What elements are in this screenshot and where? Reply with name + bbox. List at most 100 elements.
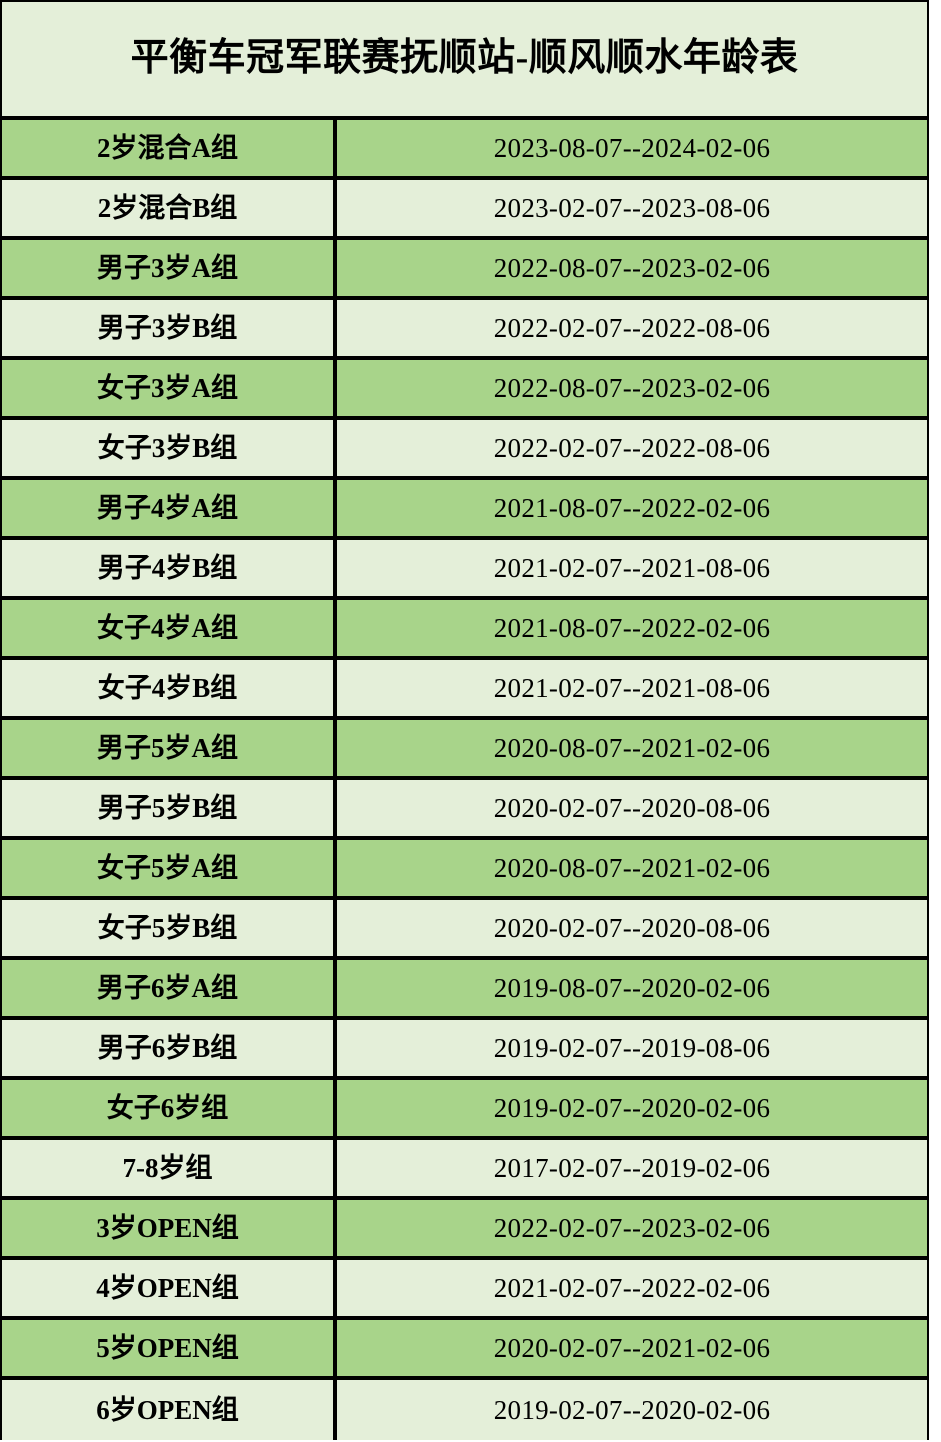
cell-birth-range: 2020-08-07--2021-02-06 <box>337 840 927 896</box>
group-label: 2岁混合A组 <box>97 132 238 163</box>
group-label: 男子4岁B组 <box>97 552 238 583</box>
cell-group: 女子5岁A组 <box>2 840 337 896</box>
cell-group: 5岁OPEN组 <box>2 1320 337 1376</box>
birth-range-value: 2021-02-07--2022-02-06 <box>493 1272 771 1303</box>
cell-group: 2岁混合B组 <box>2 180 337 236</box>
cell-group: 6岁OPEN组 <box>2 1380 337 1440</box>
group-label: 2岁混合B组 <box>97 192 238 223</box>
cell-birth-range: 2019-02-07--2019-08-06 <box>337 1020 927 1076</box>
cell-group: 男子5岁B组 <box>2 780 337 836</box>
cell-group: 女子5岁B组 <box>2 900 337 956</box>
birth-range-value: 2023-08-07--2024-02-06 <box>493 132 771 163</box>
birth-range-value: 2020-02-07--2020-08-06 <box>493 792 771 823</box>
cell-group: 男子4岁A组 <box>2 480 337 536</box>
birth-range-value: 2021-02-07--2021-08-06 <box>493 672 771 703</box>
group-label: 女子5岁A组 <box>97 852 238 883</box>
table-row: 男子5岁B组 2020-02-07--2020-08-06 <box>2 780 927 840</box>
birth-range-value: 2023-02-07--2023-08-06 <box>493 192 771 223</box>
cell-group: 女子3岁A组 <box>2 360 337 416</box>
group-label: 6岁OPEN组 <box>96 1394 239 1425</box>
group-label: 男子4岁A组 <box>97 492 238 523</box>
cell-group: 女子4岁A组 <box>2 600 337 656</box>
cell-birth-range: 2022-02-07--2022-08-06 <box>337 420 927 476</box>
cell-birth-range: 2019-02-07--2020-02-06 <box>337 1080 927 1136</box>
table-row: 女子5岁B组 2020-02-07--2020-08-06 <box>2 900 927 960</box>
cell-birth-range: 2020-02-07--2020-08-06 <box>337 780 927 836</box>
cell-birth-range: 2021-02-07--2021-08-06 <box>337 540 927 596</box>
table-row: 6岁OPEN组 2019-02-07--2020-02-06 <box>2 1380 927 1440</box>
birth-range-value: 2020-08-07--2021-02-06 <box>493 852 771 883</box>
cell-birth-range: 2022-08-07--2023-02-06 <box>337 360 927 416</box>
birth-range-value: 2021-08-07--2022-02-06 <box>493 612 771 643</box>
birth-range-value: 2022-02-07--2023-02-06 <box>493 1212 771 1243</box>
group-label: 男子5岁B组 <box>97 792 238 823</box>
table-row: 女子3岁B组 2022-02-07--2022-08-06 <box>2 420 927 480</box>
cell-group: 4岁OPEN组 <box>2 1260 337 1316</box>
birth-range-value: 2019-02-07--2019-08-06 <box>493 1032 771 1063</box>
table-row: 男子4岁B组 2021-02-07--2021-08-06 <box>2 540 927 600</box>
group-label: 3岁OPEN组 <box>96 1212 239 1243</box>
cell-birth-range: 2020-02-07--2021-02-06 <box>337 1320 927 1376</box>
table-row: 女子6岁组 2019-02-07--2020-02-06 <box>2 1080 927 1140</box>
group-label: 女子4岁A组 <box>97 612 238 643</box>
group-label: 5岁OPEN组 <box>96 1332 239 1363</box>
birth-range-value: 2021-08-07--2022-02-06 <box>493 492 771 523</box>
cell-group: 男子3岁A组 <box>2 240 337 296</box>
birth-range-value: 2020-02-07--2021-02-06 <box>493 1332 771 1363</box>
table-row: 男子6岁B组 2019-02-07--2019-08-06 <box>2 1020 927 1080</box>
cell-group: 3岁OPEN组 <box>2 1200 337 1256</box>
group-label: 女子3岁A组 <box>97 372 238 403</box>
cell-group: 女子4岁B组 <box>2 660 337 716</box>
group-label: 男子5岁A组 <box>97 732 238 763</box>
table-row: 女子5岁A组 2020-08-07--2021-02-06 <box>2 840 927 900</box>
table-row: 3岁OPEN组 2022-02-07--2023-02-06 <box>2 1200 927 1260</box>
birth-range-value: 2022-02-07--2022-08-06 <box>493 432 771 463</box>
cell-birth-range: 2019-08-07--2020-02-06 <box>337 960 927 1016</box>
group-label: 男子3岁A组 <box>97 252 238 283</box>
group-label: 4岁OPEN组 <box>96 1272 239 1303</box>
cell-birth-range: 2023-02-07--2023-08-06 <box>337 180 927 236</box>
group-label: 男子6岁B组 <box>97 1032 238 1063</box>
table-row: 男子6岁A组 2019-08-07--2020-02-06 <box>2 960 927 1020</box>
table-row: 2岁混合B组 2023-02-07--2023-08-06 <box>2 180 927 240</box>
table-row: 女子4岁A组 2021-08-07--2022-02-06 <box>2 600 927 660</box>
cell-birth-range: 2020-08-07--2021-02-06 <box>337 720 927 776</box>
cell-birth-range: 2022-02-07--2022-08-06 <box>337 300 927 356</box>
birth-range-value: 2021-02-07--2021-08-06 <box>493 552 771 583</box>
cell-birth-range: 2021-08-07--2022-02-06 <box>337 600 927 656</box>
birth-range-value: 2019-02-07--2020-02-06 <box>493 1394 771 1425</box>
table-row: 男子5岁A组 2020-08-07--2021-02-06 <box>2 720 927 780</box>
cell-birth-range: 2023-08-07--2024-02-06 <box>337 120 927 176</box>
group-label: 女子6岁组 <box>106 1092 229 1123</box>
page-title: 平衡车冠军联赛抚顺站-顺风顺水年龄表 <box>130 37 799 80</box>
table-row: 5岁OPEN组 2020-02-07--2021-02-06 <box>2 1320 927 1380</box>
cell-group: 男子6岁B组 <box>2 1020 337 1076</box>
cell-group: 女子6岁组 <box>2 1080 337 1136</box>
birth-range-value: 2017-02-07--2019-02-06 <box>493 1152 771 1183</box>
birth-range-value: 2019-08-07--2020-02-06 <box>493 972 771 1003</box>
cell-group: 男子5岁A组 <box>2 720 337 776</box>
table-row: 女子3岁A组 2022-08-07--2023-02-06 <box>2 360 927 420</box>
cell-group: 7-8岁组 <box>2 1140 337 1196</box>
cell-birth-range: 2021-02-07--2022-02-06 <box>337 1260 927 1316</box>
cell-group: 2岁混合A组 <box>2 120 337 176</box>
group-label: 女子3岁B组 <box>97 432 238 463</box>
birth-range-value: 2022-02-07--2022-08-06 <box>493 312 771 343</box>
cell-group: 男子6岁A组 <box>2 960 337 1016</box>
table-row: 男子3岁A组 2022-08-07--2023-02-06 <box>2 240 927 300</box>
table-row: 男子3岁B组 2022-02-07--2022-08-06 <box>2 300 927 360</box>
group-label: 女子4岁B组 <box>97 672 238 703</box>
table-row: 女子4岁B组 2021-02-07--2021-08-06 <box>2 660 927 720</box>
group-label: 男子6岁A组 <box>97 972 238 1003</box>
table-row: 7-8岁组 2017-02-07--2019-02-06 <box>2 1140 927 1200</box>
group-label: 7-8岁组 <box>122 1152 213 1183</box>
table-row: 4岁OPEN组 2021-02-07--2022-02-06 <box>2 1260 927 1320</box>
table-row: 男子4岁A组 2021-08-07--2022-02-06 <box>2 480 927 540</box>
cell-birth-range: 2019-02-07--2020-02-06 <box>337 1380 927 1440</box>
group-label: 男子3岁B组 <box>97 312 238 343</box>
cell-birth-range: 2021-08-07--2022-02-06 <box>337 480 927 536</box>
birth-range-value: 2020-02-07--2020-08-06 <box>493 912 771 943</box>
table-row: 2岁混合A组 2023-08-07--2024-02-06 <box>2 120 927 180</box>
